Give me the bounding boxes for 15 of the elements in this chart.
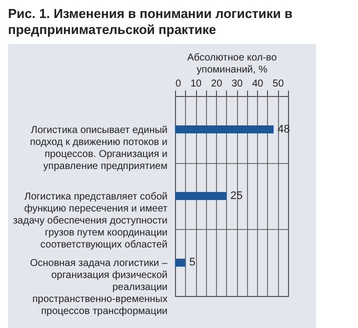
x-tick-label: 0 [176,78,182,90]
y-tick-label: Логистика представляет собой функцию пересечения и имеет задачу обеспечения доступности грузов путем координации соответствующих областей [12,192,168,250]
x-tick-label: 40 [252,78,264,90]
bar [175,192,226,200]
x-tick-label: 20 [211,78,223,90]
bar [175,125,274,134]
y-tick-label: Основная задача логистики – организация физической реализации пространственно-временных процессов трансформации [30,258,168,318]
x-tick-label: 50 [272,78,284,90]
chart-title: Рис. 1. Изменения в понимании логистики в предпринимательской практике [8,6,293,38]
x-tick-label: 30 [232,78,244,90]
y-tick-label: Логистика описывает единый подход к движению потоков и процессов. Организация и управление предприятием [30,124,168,172]
x-tick-label: 10 [190,78,202,90]
x-axis-title: Абсолютное кол-во упоминаний, % [187,52,278,76]
data-label: 5 [189,256,196,269]
bar [175,258,186,267]
